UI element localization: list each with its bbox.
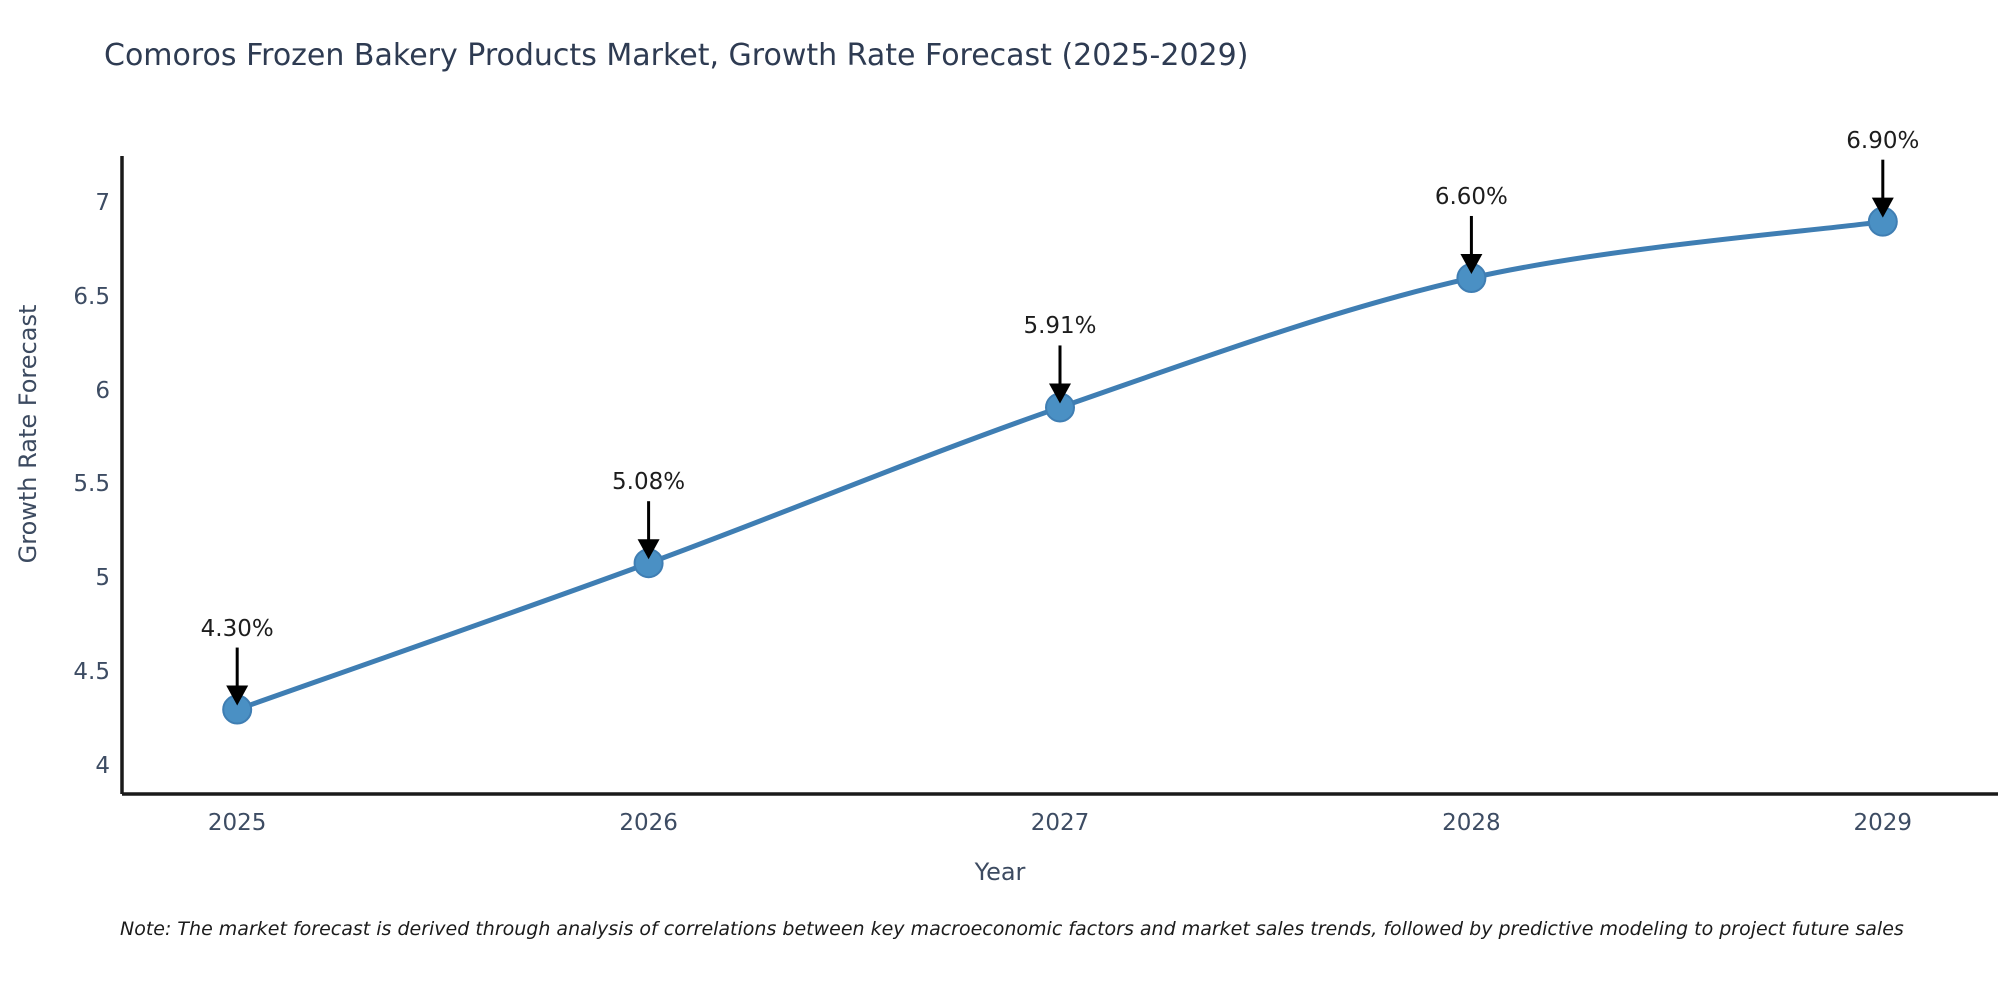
chart-title: Comoros Frozen Bakery Products Market, G… bbox=[104, 38, 1249, 73]
y-tick-label: 4 bbox=[95, 752, 110, 779]
series-markers bbox=[222, 206, 1898, 725]
annotation-arrow-head bbox=[1871, 197, 1894, 218]
y-tick-label: 5.5 bbox=[73, 471, 110, 498]
x-tick-label: 2027 bbox=[1030, 810, 1090, 836]
x-tick-label: 2028 bbox=[1442, 810, 1501, 836]
y-tick-label: 6 bbox=[95, 377, 110, 404]
annotation-arrow-head bbox=[1460, 253, 1483, 274]
annotation-arrow-head bbox=[637, 539, 660, 560]
y-tick-label: 4.5 bbox=[73, 659, 110, 686]
data-point-label: 5.91% bbox=[1023, 313, 1097, 340]
data-point-label: 6.90% bbox=[1846, 127, 1920, 154]
annotation-arrow-head bbox=[226, 685, 249, 706]
x-axis-title: Year bbox=[974, 858, 1026, 886]
x-tick-label: 2026 bbox=[619, 810, 678, 836]
annotation-arrow-head bbox=[1049, 383, 1071, 404]
y-tick-label: 5 bbox=[95, 565, 110, 592]
data-point-label: 6.60% bbox=[1434, 183, 1508, 210]
chart-footnote: Note: The market forecast is derived thr… bbox=[120, 918, 1904, 940]
y-tick-label: 7 bbox=[95, 189, 110, 216]
annotation-arrows bbox=[226, 159, 1894, 706]
x-tick-label: 2025 bbox=[207, 810, 267, 836]
x-tick-label: 2029 bbox=[1853, 810, 1913, 836]
data-point-label: 5.08% bbox=[612, 469, 686, 496]
data-point-label: 4.30% bbox=[200, 615, 274, 642]
y-tick-label: 6.5 bbox=[73, 283, 110, 310]
